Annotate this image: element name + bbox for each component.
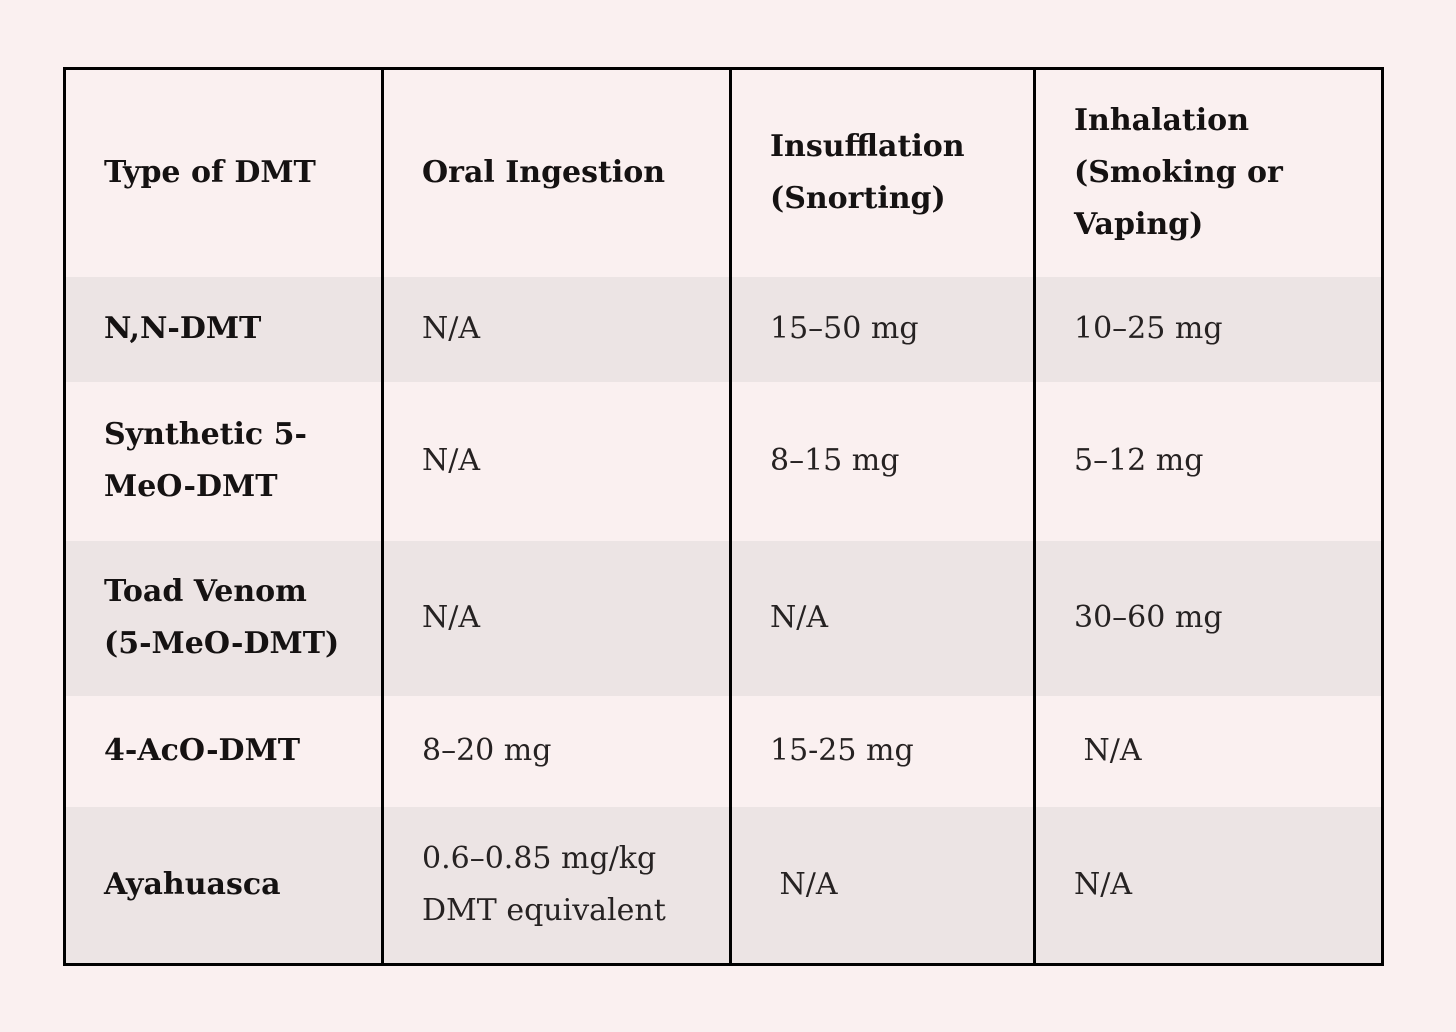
row-label: N,N-DMT: [63, 276, 384, 382]
table-row: N,N-DMT N/A 15–50 mg 10–25 mg: [63, 276, 1384, 382]
dose-value-cell: 15–50 mg: [729, 276, 1036, 382]
row-label: 4-AcO-DMT: [63, 695, 384, 807]
dose-value-cell: N/A: [729, 806, 1036, 965]
column-header-inhalation: Inhalation (Smoking or Vaping): [1033, 68, 1384, 277]
row-label: Synthetic 5-MeO-DMT: [63, 381, 384, 541]
table-row: Toad Venom (5-MeO-DMT) N/A N/A 30–60 mg: [63, 540, 1384, 696]
dose-value-cell: N/A: [381, 381, 732, 541]
dose-value-cell: 5–12 mg: [1033, 381, 1384, 541]
dose-value-cell: 10–25 mg: [1033, 276, 1384, 382]
dose-value-cell: 30–60 mg: [1033, 540, 1384, 696]
table-row: Ayahuasca 0.6–0.85 mg/kg DMT equivalent …: [63, 806, 1384, 965]
dose-value-cell: 15-25 mg: [729, 695, 1036, 807]
table-row: Synthetic 5-MeO-DMT N/A 8–15 mg 5–12 mg: [63, 381, 1384, 541]
table-row: 4-AcO-DMT 8–20 mg 15-25 mg N/A: [63, 695, 1384, 807]
dose-value-cell: 0.6–0.85 mg/kg DMT equivalent: [381, 806, 732, 965]
table-header-row: Type of DMT Oral Ingestion Insufflation …: [63, 68, 1384, 277]
dose-value-cell: N/A: [729, 540, 1036, 696]
column-header-type-of-dmt: Type of DMT: [63, 68, 384, 277]
row-label: Ayahuasca: [63, 806, 384, 965]
row-label: Toad Venom (5-MeO-DMT): [63, 540, 384, 696]
dose-value-cell: N/A: [1033, 806, 1384, 965]
dose-value-cell: 8–15 mg: [729, 381, 1036, 541]
dose-value-cell: N/A: [381, 540, 732, 696]
dose-value-cell: N/A: [381, 276, 732, 382]
column-header-insufflation: Insufflation (Snorting): [729, 68, 1036, 277]
column-header-oral-ingestion: Oral Ingestion: [381, 68, 732, 277]
dose-value-cell: N/A: [1033, 695, 1384, 807]
dmt-dosage-table: Type of DMT Oral Ingestion Insufflation …: [63, 67, 1384, 966]
dose-value-cell: 8–20 mg: [381, 695, 732, 807]
